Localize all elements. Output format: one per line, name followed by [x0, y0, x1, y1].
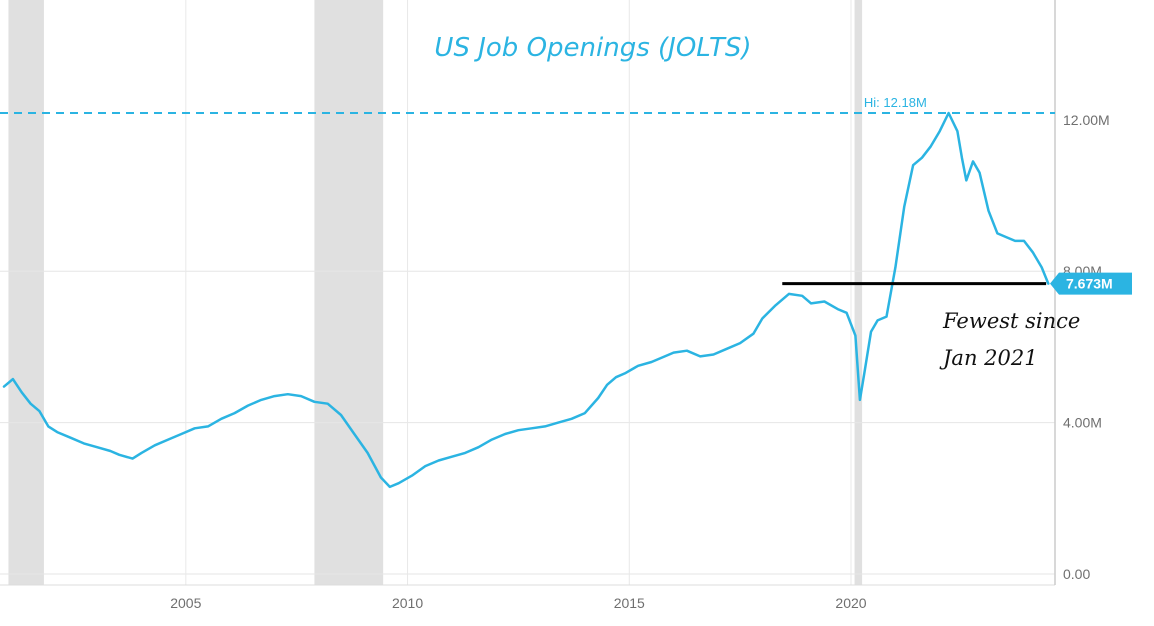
- series-line-0: [2, 111, 1050, 489]
- high-label: Hi: 12.18M: [864, 95, 927, 110]
- recession-band-0: [8, 0, 44, 585]
- annotation: Fewest since Jan 2021: [782, 282, 1080, 370]
- x-tick-label-0: 2005: [170, 595, 201, 611]
- chart-title: US Job Openings (JOLTS): [434, 33, 751, 63]
- annotation-text-line-2: Jan 2021: [939, 346, 1038, 370]
- high-reference: Hi: 12.18M: [0, 95, 1055, 114]
- y-tick-label-3: 12.00M: [1063, 112, 1110, 128]
- annotation-text-line-1: Fewest since: [942, 309, 1080, 333]
- recession-band-1: [314, 0, 384, 585]
- recession-bands: [8, 0, 863, 585]
- y-tick-label-1: 4.00M: [1063, 415, 1102, 431]
- x-tick-label-2: 2015: [614, 595, 645, 611]
- series-lines: [2, 111, 1050, 489]
- y-tick-label-0: 0.00: [1063, 566, 1090, 582]
- recession-band-2: [854, 0, 863, 585]
- last-value-marker: 7.673M: [1050, 272, 1132, 295]
- x-tick-label-3: 2020: [835, 595, 866, 611]
- last-value-badge: [1050, 272, 1132, 295]
- last-value-label: 7.673M: [1066, 276, 1113, 292]
- x-tick-label-1: 2010: [392, 595, 423, 611]
- gridlines: [0, 0, 1055, 586]
- x-axis-ticks: 2005 2010 2015 2020: [170, 595, 867, 611]
